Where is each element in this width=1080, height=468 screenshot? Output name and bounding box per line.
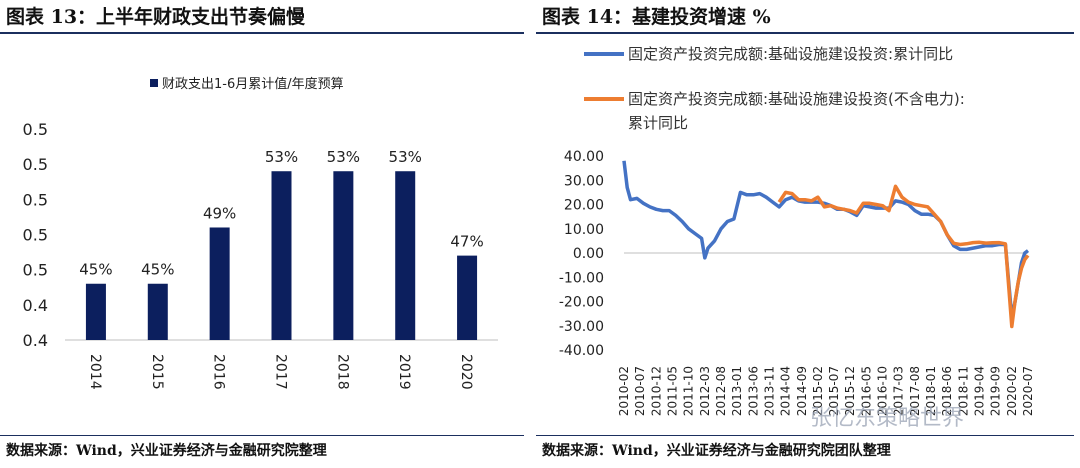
y-tick-label: 0.5: [23, 120, 48, 139]
figure-14-top-rule: [536, 32, 1074, 34]
data-label: 53%: [265, 148, 298, 166]
x-tick-label: 2020: [458, 354, 474, 390]
x-tick-label: 2016: [211, 354, 227, 390]
legend-swatch: [150, 79, 158, 87]
y-tick-label: 0.5: [23, 190, 48, 209]
bar: [85, 283, 106, 340]
x-tick-label: 2020-02: [1005, 366, 1019, 416]
x-tick-label: 2010-02: [617, 366, 631, 416]
x-tick-label: 2014-04: [779, 366, 793, 416]
y-tick-label: 40.00: [564, 149, 604, 165]
x-tick-label: 2012-08: [714, 366, 728, 416]
x-tick-label: 2013-06: [746, 366, 760, 416]
data-label: 45%: [79, 261, 112, 279]
x-tick-label: 2015-12: [843, 366, 857, 416]
x-tick-label: 2012-03: [698, 366, 712, 416]
x-tick-label: 2018-06: [940, 366, 954, 416]
x-tick-label: 2020-07: [1021, 366, 1035, 416]
x-tick-label: 2016-05: [859, 366, 873, 416]
data-label: 47%: [450, 233, 483, 251]
y-tick-label: 0.4: [23, 296, 48, 315]
x-tick-label: 2017-08: [908, 366, 922, 416]
x-tick-label: 2019-04: [973, 366, 987, 416]
x-tick-label: 2018-11: [956, 366, 970, 416]
bar: [147, 283, 168, 340]
data-label: 49%: [203, 204, 236, 222]
x-tick-label: 2014-09: [795, 366, 809, 416]
legend-label: 固定资产投资完成额:基础设施建设投资:累计同比: [628, 45, 953, 63]
watermark: 张忆东策略世界: [810, 406, 965, 431]
x-tick-label: 2011-05: [665, 366, 679, 416]
x-tick-label: 2014: [87, 354, 103, 390]
y-tick-label: 10.00: [564, 222, 604, 238]
data-label: 53%: [327, 148, 360, 166]
y-tick-label: -30.00: [559, 319, 604, 335]
figure-14-title: 图表 14：基建投资增速 %: [542, 6, 771, 28]
x-tick-label: 2013-01: [730, 366, 744, 416]
figure-13-source: 数据来源：Wind，兴业证券经济与金融研究院整理: [6, 443, 327, 459]
y-tick-label: -40.00: [559, 343, 604, 359]
legend-label: 固定资产投资完成额:基础设施建设投资(不含电力):: [628, 90, 965, 108]
x-tick-label: 2017-03: [892, 366, 906, 416]
y-tick-label: -10.00: [559, 270, 604, 286]
figure-13-bottom-rule: [0, 435, 524, 436]
x-tick-label: 2017: [273, 354, 289, 390]
bar: [209, 227, 230, 340]
y-tick-label: 0.00: [573, 246, 604, 262]
fiscal-expenditure-bar-chart: 财政支出1-6月累计值/年度预算 0.4 0.4 0.5 0.5 0.5 0.5 0.5 45%…: [23, 76, 498, 390]
x-tick-label: 2018: [334, 354, 350, 390]
y-tick-label: 30.00: [564, 173, 604, 189]
x-tick-label: 2015: [149, 354, 165, 390]
x-tick-label: 2015-02: [811, 366, 825, 416]
data-label: 45%: [141, 261, 174, 279]
series-line-infrastructure: [622, 160, 1030, 320]
x-tick-label: 2013-11: [762, 366, 776, 416]
figure-14-bottom-rule: [536, 435, 1074, 436]
figure-14-panel: 图表 14：基建投资增速 % 固定资产投资完成额:基础设施建设投资:累计同比 固定…: [536, 0, 1080, 468]
x-tick-label: 2019-09: [989, 366, 1003, 416]
x-tick-label: 2018-01: [924, 366, 938, 416]
x-tick-label: 2019: [396, 354, 412, 390]
figure-13-title: 图表 13：上半年财政支出节奏偏慢: [6, 6, 306, 28]
figure-14-source: 数据来源：Wind，兴业证券经济与金融研究院团队整理: [542, 443, 891, 459]
series-line-infrastructure-ex-power: [777, 184, 1030, 329]
bar: [333, 171, 354, 340]
bar: [271, 171, 292, 340]
x-tick-label: 2010-07: [633, 366, 647, 416]
infrastructure-investment-line-chart: 固定资产投资完成额:基础设施建设投资:累计同比固定资产投资完成额:基础设施建设投…: [559, 45, 1035, 416]
x-tick-label: 2011-10: [682, 366, 696, 416]
bar: [457, 255, 478, 340]
legend-label: 财政支出1-6月累计值/年度预算: [162, 76, 344, 92]
y-tick-label: 0.5: [23, 261, 48, 280]
data-label: 53%: [389, 148, 422, 166]
y-tick-label: 0.4: [23, 331, 48, 350]
y-tick-label: 0.5: [23, 226, 48, 245]
figure-13-panel: 图表 13：上半年财政支出节奏偏慢 财政支出1-6月累计值/年度预算 0.4 0.4…: [0, 0, 530, 468]
figure-13-top-rule: [0, 32, 524, 34]
y-tick-label: -20.00: [559, 295, 604, 311]
x-tick-label: 2010-12: [649, 366, 663, 416]
y-tick-label: 20.00: [564, 198, 604, 214]
x-tick-label: 2015-07: [827, 366, 841, 416]
y-tick-label: 0.5: [23, 155, 48, 174]
bar: [395, 171, 416, 340]
x-tick-label: 2016-10: [876, 366, 890, 416]
legend-label: 累计同比: [628, 114, 688, 132]
